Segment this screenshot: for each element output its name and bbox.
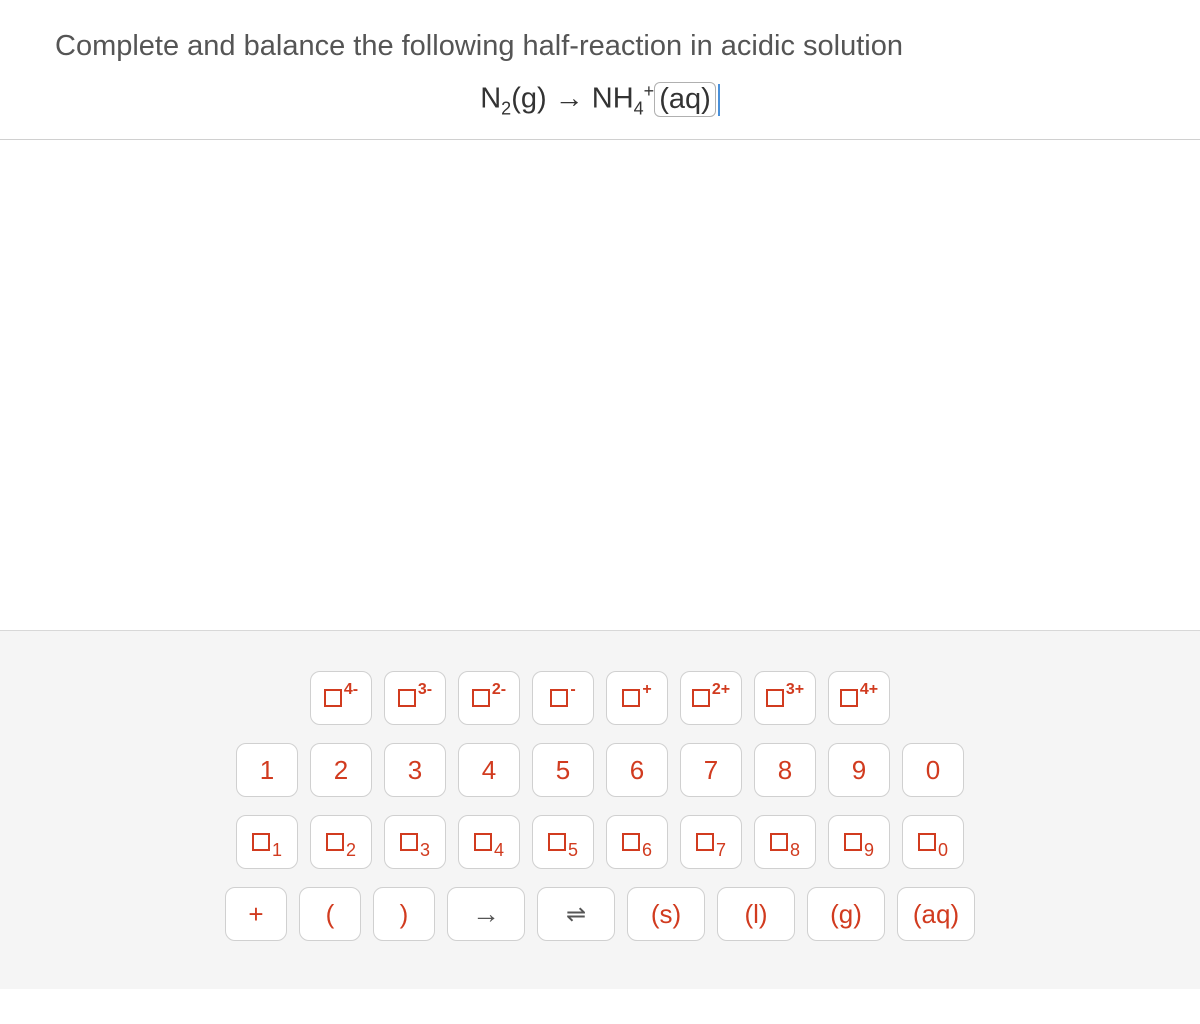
key-rparen[interactable]: ) [373, 887, 435, 941]
key-sup-2plus[interactable]: 2+ [680, 671, 742, 725]
eq-lhs-sub: 2 [501, 98, 511, 118]
key-9[interactable]: 9 [828, 743, 890, 797]
key-sub-1[interactable]: 1 [236, 815, 298, 869]
key-equilibrium[interactable]: ⇌ [537, 887, 615, 941]
key-3[interactable]: 3 [384, 743, 446, 797]
key-6[interactable]: 6 [606, 743, 668, 797]
placeholder-icon [550, 689, 568, 707]
sub-label: 2 [346, 840, 356, 861]
key-state-aq[interactable]: (aq) [897, 887, 975, 941]
key-sub-9[interactable]: 9 [828, 815, 890, 869]
eq-rhs-sub: 4 [634, 98, 644, 118]
sub-label: 6 [642, 840, 652, 861]
placeholder-icon [622, 689, 640, 707]
key-arrow[interactable]: → [447, 887, 525, 941]
symbol-row: + ( ) → ⇌ (s) (l) (g) (aq) [0, 887, 1200, 941]
placeholder-icon [766, 689, 784, 707]
question-area: Complete and balance the following half-… [0, 0, 1200, 139]
key-sup-2minus[interactable]: 2- [458, 671, 520, 725]
key-sub-5[interactable]: 5 [532, 815, 594, 869]
key-lparen[interactable]: ( [299, 887, 361, 941]
sub-label: 8 [790, 840, 800, 861]
placeholder-icon [548, 833, 566, 851]
sub-label: 1 [272, 840, 282, 861]
number-row: 1 2 3 4 5 6 7 8 9 0 [0, 743, 1200, 797]
key-sup-plus[interactable]: + [606, 671, 668, 725]
subscript-row: 1 2 3 4 5 6 7 8 [0, 815, 1200, 869]
sub-label: 0 [938, 840, 948, 861]
key-7[interactable]: 7 [680, 743, 742, 797]
key-sub-6[interactable]: 6 [606, 815, 668, 869]
key-8[interactable]: 8 [754, 743, 816, 797]
sup-label: + [642, 681, 651, 699]
eq-rhs-element: NH [592, 83, 634, 115]
key-sup-3plus[interactable]: 3+ [754, 671, 816, 725]
sub-label: 5 [568, 840, 578, 861]
placeholder-icon [398, 689, 416, 707]
sup-label: 4- [344, 681, 358, 699]
sub-label: 9 [864, 840, 874, 861]
key-5[interactable]: 5 [532, 743, 594, 797]
placeholder-icon [252, 833, 270, 851]
key-plus[interactable]: + [225, 887, 287, 941]
key-1[interactable]: 1 [236, 743, 298, 797]
placeholder-icon [918, 833, 936, 851]
placeholder-icon [326, 833, 344, 851]
sub-label: 4 [494, 840, 504, 861]
eq-lhs-element: N [480, 83, 501, 115]
eq-rhs-state: (aq) [654, 82, 716, 117]
key-sub-2[interactable]: 2 [310, 815, 372, 869]
sup-label: 2+ [712, 681, 730, 699]
key-sub-4[interactable]: 4 [458, 815, 520, 869]
keypad: 4- 3- 2- - + 2+ 3+ 4+ 1 [0, 630, 1200, 989]
eq-lhs-state: (g) [511, 83, 546, 115]
key-sup-4minus[interactable]: 4- [310, 671, 372, 725]
sub-label: 3 [420, 840, 430, 861]
key-sub-7[interactable]: 7 [680, 815, 742, 869]
placeholder-icon [474, 833, 492, 851]
placeholder-icon [770, 833, 788, 851]
key-state-g[interactable]: (g) [807, 887, 885, 941]
sup-label: 4+ [860, 681, 878, 699]
question-prompt: Complete and balance the following half-… [55, 30, 1145, 63]
workspace[interactable] [0, 140, 1200, 630]
sup-label: - [570, 681, 575, 699]
key-4[interactable]: 4 [458, 743, 520, 797]
key-sup-4plus[interactable]: 4+ [828, 671, 890, 725]
key-0[interactable]: 0 [902, 743, 964, 797]
sub-label: 7 [716, 840, 726, 861]
key-sup-minus[interactable]: - [532, 671, 594, 725]
placeholder-icon [324, 689, 342, 707]
key-sub-8[interactable]: 8 [754, 815, 816, 869]
key-sub-3[interactable]: 3 [384, 815, 446, 869]
placeholder-icon [622, 833, 640, 851]
eq-arrow: → [555, 83, 584, 115]
placeholder-icon [400, 833, 418, 851]
key-sup-3minus[interactable]: 3- [384, 671, 446, 725]
superscript-row: 4- 3- 2- - + 2+ 3+ 4+ [0, 671, 1200, 725]
sup-label: 3+ [786, 681, 804, 699]
placeholder-icon [840, 689, 858, 707]
placeholder-icon [696, 833, 714, 851]
key-state-l[interactable]: (l) [717, 887, 795, 941]
eq-rhs-sup: + [644, 81, 655, 101]
placeholder-icon [692, 689, 710, 707]
equation-display[interactable]: N2(g) → NH4+(aq) [55, 81, 1145, 119]
key-2[interactable]: 2 [310, 743, 372, 797]
cursor-icon [718, 84, 720, 116]
placeholder-icon [844, 833, 862, 851]
sup-label: 3- [418, 681, 432, 699]
key-state-s[interactable]: (s) [627, 887, 705, 941]
key-sub-0[interactable]: 0 [902, 815, 964, 869]
sup-label: 2- [492, 681, 506, 699]
placeholder-icon [472, 689, 490, 707]
